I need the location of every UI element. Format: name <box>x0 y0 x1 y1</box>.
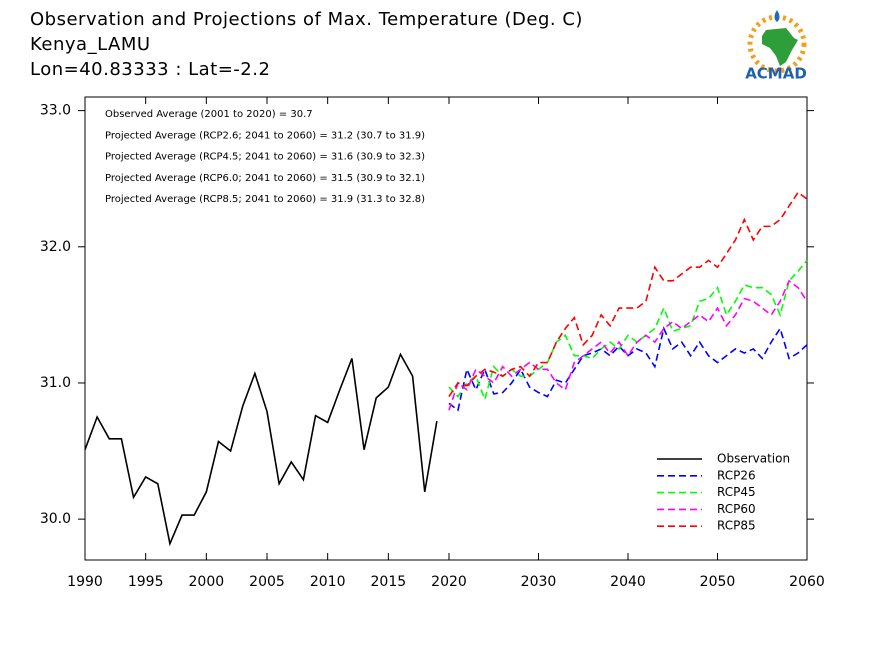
legend-label: RCP85 <box>717 519 756 533</box>
annotation: Projected Average (RCP4.5; 2041 to 2060)… <box>105 152 425 163</box>
x-tick-label: 1990 <box>67 574 103 590</box>
legend-label: RCP60 <box>717 502 756 516</box>
chart-title: Lon=40.83333 : Lat=-2.2 <box>30 59 270 80</box>
x-tick-label: 1995 <box>128 574 164 590</box>
y-tick-label: 32.0 <box>40 239 71 255</box>
x-tick-label: 2010 <box>310 574 346 590</box>
logo-africa <box>762 28 798 66</box>
legend-label: RCP45 <box>717 485 756 499</box>
annotation: Projected Average (RCP8.5; 2041 to 2060)… <box>105 194 425 205</box>
series-line <box>84 352 438 547</box>
x-tick-label: 2030 <box>521 574 557 590</box>
logo-text: ACMAD <box>745 65 807 83</box>
annotation: Projected Average (RCP6.0; 2041 to 2060)… <box>105 173 425 184</box>
series-line <box>448 325 808 412</box>
annotation: Observed Average (2001 to 2020) = 30.7 <box>105 109 313 120</box>
plot-frame <box>84 96 808 561</box>
x-tick-label: 2060 <box>789 574 825 590</box>
chart-title: Kenya_LAMU <box>30 34 151 55</box>
x-tick-label: 2040 <box>610 574 646 590</box>
x-tick-label: 2015 <box>371 574 407 590</box>
x-tick-label: 2050 <box>700 574 736 590</box>
chart-title: Observation and Projections of Max. Temp… <box>30 9 583 30</box>
y-tick-label: 30.0 <box>40 511 71 527</box>
y-tick-label: 31.0 <box>40 375 71 391</box>
y-tick-label: 33.0 <box>40 103 71 119</box>
x-tick-label: 2020 <box>431 574 467 590</box>
series-line <box>448 279 808 411</box>
series-line <box>448 191 808 398</box>
x-tick-label: 2000 <box>189 574 225 590</box>
annotation: Projected Average (RCP2.6; 2041 to 2060)… <box>105 130 425 141</box>
x-tick-label: 2005 <box>249 574 285 590</box>
logo: ACMAD <box>745 10 807 83</box>
legend-label: RCP26 <box>717 468 756 482</box>
series-line <box>448 259 808 402</box>
logo-drop <box>774 10 780 22</box>
legend-label: Observation <box>717 452 790 466</box>
